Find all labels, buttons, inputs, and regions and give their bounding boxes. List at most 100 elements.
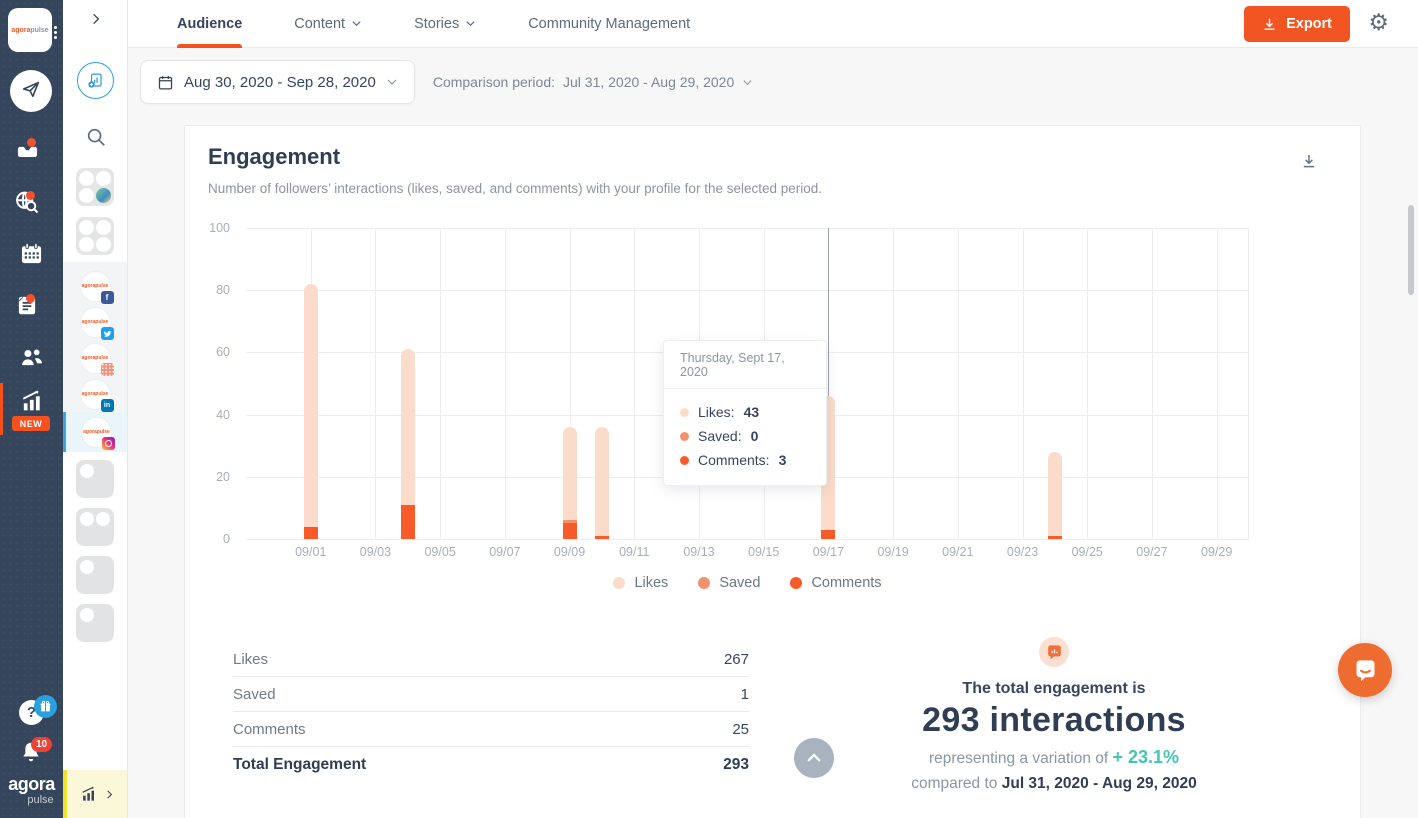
logo-pulse-text: pulse [30,26,49,34]
chevron-right-icon [107,789,113,799]
y-tick-label: 80 [216,283,230,298]
bar-comments-09/17[interactable] [821,529,836,539]
publish-button[interactable] [10,70,52,112]
content-area: Aug 30, 2020 - Sep 28, 2020 Comparison p… [128,48,1418,818]
expand-sidebar-button[interactable] [63,12,128,31]
add-report-button[interactable] [77,62,114,99]
bar-likes-09/24[interactable] [1047,451,1062,536]
tab-audience[interactable]: Audience [177,0,243,48]
bar-likes-09/10[interactable] [594,427,609,536]
sidebar-item-publishing[interactable] [0,285,63,325]
date-range-picker[interactable]: Aug 30, 2020 - Sep 28, 2020 [140,60,415,104]
x-tick-label: 09/23 [1006,545,1039,559]
instagram-dots-icon [100,362,114,376]
saved-dot-icon [698,577,711,589]
gridline-vertical [1248,228,1249,539]
bar-comments-09/09[interactable] [562,523,577,539]
comparison-period-picker[interactable]: Comparison period: Jul 31, 2020 - Aug 29… [433,74,753,90]
bar-comments-09/24[interactable] [1047,535,1062,539]
gridline-horizontal [246,539,1249,540]
bar-likes-09/04[interactable] [400,349,415,505]
y-tick-label: 60 [216,345,230,360]
tab-stories[interactable]: Stories [414,0,476,48]
gridline-vertical [1151,228,1153,539]
export-button[interactable]: Export [1244,6,1350,42]
sidebar-item-inbox[interactable] [0,128,63,168]
bar-comments-09/10[interactable] [594,535,609,539]
publishing-notification-dot [26,293,35,303]
sidebar-item-calendar[interactable] [0,233,63,273]
whats-new-button[interactable] [34,695,57,718]
filter-bar: Aug 30, 2020 - Sep 28, 2020 Comparison p… [140,60,753,104]
sidebar-item-fans[interactable] [0,337,63,377]
new-feature-badge: NEW [12,416,50,431]
y-tick-label: 100 [209,221,230,235]
profile-item-instagram-alt[interactable]: agorapulse [63,340,127,376]
download-icon [1264,18,1275,30]
locked-profile-tile-3[interactable] [76,556,114,594]
comparison-period-value: Jul 31, 2020 - Aug 29, 2020 [563,74,735,90]
bar-likes-09/01[interactable] [303,283,318,527]
profile-item-twitter[interactable]: agorapulse [63,304,127,340]
legend-item-saved[interactable]: Saved [698,575,760,591]
engagement-stats-table: Likes 267 Saved 1 Comments 25 Total Engagem… [233,642,749,782]
bar-saved-09/09[interactable] [562,520,577,524]
bar-likes-09/09[interactable] [562,427,577,521]
y-tick-label: 0 [223,532,230,546]
sidebar-item-listening[interactable] [0,182,63,222]
reports-shortcut-button[interactable] [63,770,127,818]
x-tick-label: 09/05 [424,545,456,559]
scroll-to-top-button[interactable] [794,738,834,778]
y-axis: 0 20 40 60 80 100 [185,221,238,546]
vertical-scrollbar[interactable] [1408,205,1414,295]
card-subtitle: Number of followers’ interactions (likes… [208,181,823,196]
bar-comments-09/04[interactable] [400,504,415,539]
people-icon [21,349,42,366]
summary-compare-line: compared to Jul 31, 2020 - Aug 29, 2020 [911,775,1197,792]
table-row: Saved 1 [233,677,749,712]
chevron-down-icon [387,79,397,85]
calendar-icon [158,75,173,90]
gridline-horizontal [246,290,1249,292]
bar-comments-09/01[interactable] [303,526,318,539]
engagement-summary: The total engagement is 293 interactions… [849,637,1259,793]
profile-item-instagram-selected[interactable]: agorapulse [63,412,127,452]
locked-profile-tile-4[interactable] [76,604,114,642]
active-item-indicator [0,383,3,435]
add-report-icon [88,73,102,88]
profile-group-2[interactable] [76,217,114,255]
agorapulse-wordmark: agora pulse [8,774,55,806]
x-tick-label: 09/17 [812,545,845,559]
gridline-vertical [634,228,636,539]
profile-item-linkedin[interactable]: agorapulse in [63,376,127,412]
compare-period-value: Jul 31, 2020 - Aug 29, 2020 [1001,775,1197,792]
gridline-vertical [440,228,442,539]
workspace-menu-icon[interactable] [54,24,57,41]
chat-widget-button[interactable] [1338,643,1392,697]
gridline-vertical [957,228,959,539]
agorapulse-logo-tile[interactable]: agora pulse [8,8,52,52]
legend-item-comments[interactable]: Comments [790,575,882,591]
gridline-horizontal [246,228,1249,229]
saved-dot-icon [680,431,689,441]
tab-community-management[interactable]: Community Management [528,15,691,32]
profiles-rail: agorapulse f agorapulse agorapulse agora… [63,0,128,818]
comments-dot-icon [790,577,803,589]
search-profiles-button[interactable] [63,126,128,148]
profile-item-facebook[interactable]: agorapulse f [63,268,127,304]
settings-gear-icon[interactable]: ⚙ [1368,9,1389,35]
gridline-vertical [1022,228,1024,539]
profile-group-1[interactable] [76,168,114,206]
tab-content[interactable]: Content [294,0,362,48]
legend-item-likes[interactable]: Likes [613,575,668,591]
date-range-value: Aug 30, 2020 - Sep 28, 2020 [184,73,376,91]
x-tick-label: 09/29 [1201,545,1233,559]
x-tick-label: 09/03 [359,545,392,559]
chart-download-button[interactable] [1300,152,1318,175]
locked-profile-tile-1[interactable] [76,460,114,498]
tooltip-date: Thursday, Sept 17, 2020 [664,341,826,389]
locked-profile-tile-2[interactable] [76,508,114,546]
sidebar-item-reports-active[interactable] [0,381,63,421]
y-tick-label: 40 [216,407,230,422]
summary-headline: 293 interactions [922,701,1186,739]
